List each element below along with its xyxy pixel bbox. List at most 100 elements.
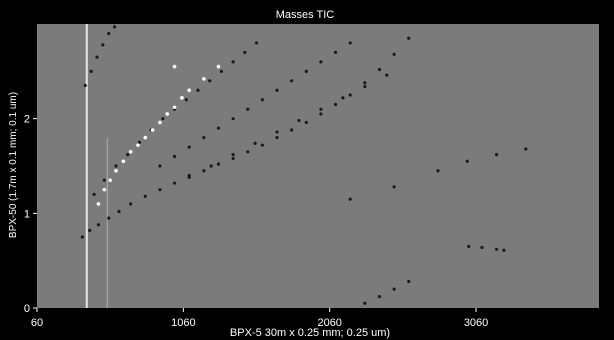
- data-point-bright: [143, 135, 148, 140]
- data-point: [502, 248, 506, 252]
- data-point: [524, 147, 528, 151]
- data-point-bright: [172, 105, 177, 110]
- data-point: [172, 154, 177, 159]
- data-point: [275, 88, 279, 92]
- data-point-bright: [136, 143, 140, 147]
- data-point: [137, 140, 142, 144]
- data-point-bright: [128, 150, 133, 154]
- data-point: [107, 216, 111, 220]
- data-point: [392, 287, 396, 291]
- y-tick-label: 0: [24, 303, 30, 315]
- data-point: [114, 164, 118, 168]
- data-point: [363, 301, 367, 305]
- data-point-bright: [180, 96, 184, 100]
- data-point: [187, 145, 191, 149]
- data-point: [275, 130, 279, 134]
- data-point: [231, 60, 235, 64]
- data-point: [348, 93, 352, 97]
- data-point: [231, 156, 235, 161]
- data-point: [83, 83, 87, 88]
- data-point-bright: [114, 168, 118, 173]
- data-point: [319, 60, 323, 64]
- data-point: [202, 169, 206, 173]
- data-point: [253, 141, 257, 145]
- data-point: [208, 79, 212, 83]
- data-point: [377, 295, 382, 299]
- data-point: [202, 136, 206, 140]
- data-point: [246, 150, 250, 154]
- data-point: [95, 55, 99, 59]
- data-point: [290, 128, 294, 132]
- data-point: [467, 244, 471, 249]
- data-point: [407, 279, 411, 284]
- data-point: [158, 164, 162, 168]
- data-point: [333, 50, 338, 55]
- data-point: [80, 235, 84, 239]
- data-point: [319, 112, 323, 116]
- data-point: [297, 118, 301, 123]
- data-point: [494, 153, 499, 157]
- data-point: [187, 173, 191, 178]
- plot-area: [37, 24, 599, 308]
- data-point-bright: [108, 178, 112, 182]
- data-point-bright: [96, 202, 101, 206]
- data-point: [341, 96, 345, 100]
- data-point: [363, 81, 367, 85]
- data-point: [348, 197, 352, 201]
- data-point: [480, 245, 484, 250]
- data-point-bright: [121, 159, 126, 164]
- data-point-bright: [165, 112, 170, 116]
- data-point: [275, 136, 279, 140]
- data-point-bright: [187, 88, 192, 93]
- data-point: [216, 126, 221, 130]
- data-points-layer: [80, 24, 528, 308]
- data-point: [254, 41, 259, 45]
- y-tick-label: 1: [24, 208, 30, 220]
- data-point: [377, 67, 382, 72]
- data-point-bright: [102, 187, 107, 192]
- data-point: [89, 69, 93, 73]
- y-tick-label: 2: [24, 114, 30, 126]
- data-point: [231, 153, 235, 157]
- data-point: [209, 164, 213, 168]
- x-tick-label: 60: [31, 317, 43, 329]
- data-point: [407, 36, 411, 40]
- data-point: [494, 247, 499, 251]
- chart-title: Masses TIC: [276, 9, 335, 21]
- x-tick-label: 2060: [317, 317, 341, 329]
- data-point: [465, 159, 469, 163]
- data-point: [102, 178, 106, 182]
- data-point: [117, 209, 121, 214]
- x-tick-label: 3060: [464, 317, 488, 329]
- data-point: [196, 88, 200, 92]
- data-point: [231, 117, 235, 121]
- data-point-bright: [172, 64, 177, 69]
- data-point: [392, 52, 396, 56]
- data-point: [92, 192, 96, 196]
- data-point: [260, 143, 264, 147]
- data-point: [348, 41, 352, 45]
- data-point-bright: [158, 120, 162, 125]
- data-point: [172, 181, 177, 185]
- data-point: [184, 98, 188, 102]
- x-ticks-layer: 60 1060 2060 3060: [31, 308, 488, 329]
- data-point: [107, 31, 111, 36]
- y-axis-label: BPX-50 (1.7m x 0.1 mm; 0.1 um): [8, 92, 19, 238]
- data-point: [126, 153, 130, 157]
- data-point: [112, 25, 117, 29]
- data-point-bright: [150, 128, 155, 132]
- data-point: [290, 79, 294, 83]
- data-point: [216, 162, 221, 166]
- data-point: [219, 69, 224, 73]
- data-point: [161, 117, 165, 121]
- data-point: [96, 223, 101, 227]
- data-point: [363, 84, 367, 89]
- data-point-bright: [216, 64, 221, 69]
- data-point: [246, 107, 250, 111]
- data-point: [243, 50, 247, 55]
- data-point: [101, 43, 105, 47]
- data-point: [260, 98, 264, 102]
- x-axis-label: BPX-5 30m x 0.25 mm; 0.25 um): [230, 327, 390, 339]
- y-ticks-layer: 0 1 2: [24, 114, 37, 315]
